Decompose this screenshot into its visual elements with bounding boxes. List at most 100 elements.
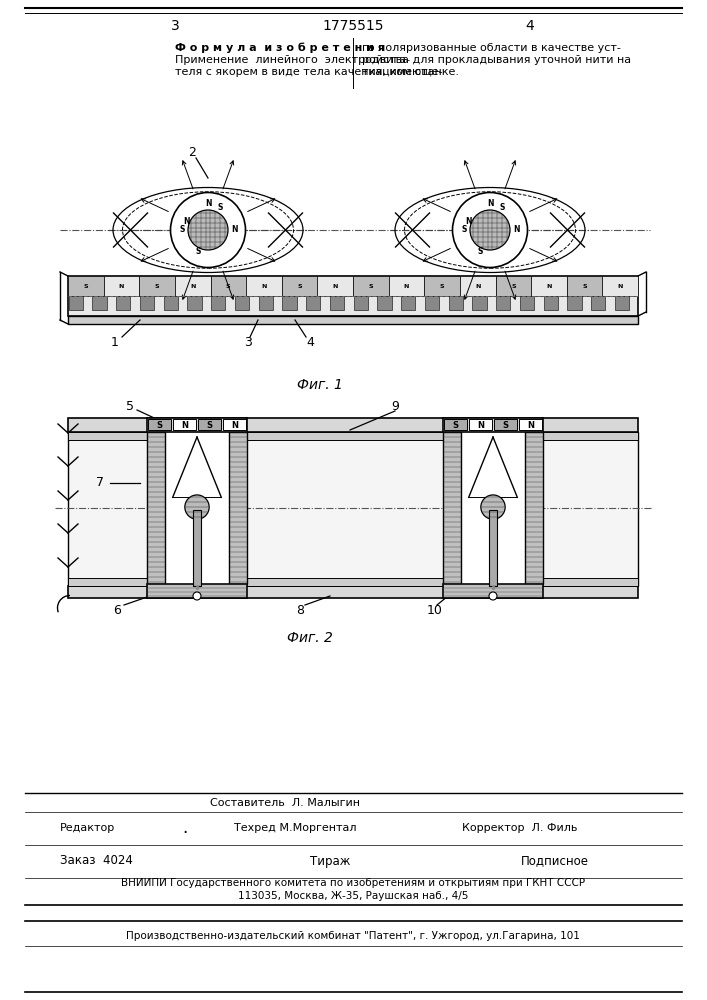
Bar xyxy=(68,432,638,586)
Bar xyxy=(461,432,525,584)
Text: 4: 4 xyxy=(525,19,534,33)
Circle shape xyxy=(185,495,209,519)
Bar xyxy=(282,276,317,296)
Text: N: N xyxy=(475,284,480,288)
Text: N: N xyxy=(205,200,211,209)
Bar xyxy=(147,432,165,584)
Bar xyxy=(378,296,392,310)
Text: 1: 1 xyxy=(111,336,119,349)
Text: ройства для прокладывания уточной нити на: ройства для прокладывания уточной нити н… xyxy=(362,55,631,65)
Bar xyxy=(519,419,542,430)
Bar xyxy=(494,419,517,430)
Bar xyxy=(187,296,201,310)
Bar xyxy=(246,276,282,296)
Bar xyxy=(235,296,249,310)
Text: N: N xyxy=(404,284,409,288)
Text: S: S xyxy=(195,247,201,256)
Bar xyxy=(211,276,246,296)
Text: N: N xyxy=(527,420,534,430)
Text: S: S xyxy=(206,420,213,430)
Text: Тираж: Тираж xyxy=(310,854,350,867)
Bar xyxy=(173,419,196,430)
Bar xyxy=(306,296,320,310)
Text: S: S xyxy=(226,284,230,288)
Text: Применение  линейного  электродвига-: Применение линейного электродвига- xyxy=(175,55,410,65)
Text: 8: 8 xyxy=(296,603,304,616)
Text: Составитель  Л. Малыгин: Составитель Л. Малыгин xyxy=(210,798,360,808)
Text: 3: 3 xyxy=(244,336,252,349)
Bar xyxy=(389,276,424,296)
Text: N: N xyxy=(513,226,519,234)
Bar xyxy=(424,276,460,296)
Text: Подписное: Подписное xyxy=(521,854,589,867)
Text: S: S xyxy=(583,284,587,288)
Circle shape xyxy=(470,210,510,250)
Bar xyxy=(104,276,139,296)
Text: S: S xyxy=(461,226,467,234)
Bar xyxy=(68,578,638,586)
Text: 4: 4 xyxy=(306,336,314,349)
Circle shape xyxy=(452,192,527,267)
Text: Фиг. 2: Фиг. 2 xyxy=(287,631,333,645)
Bar xyxy=(354,296,368,310)
Bar xyxy=(69,296,83,310)
Text: N: N xyxy=(617,284,623,288)
Text: N: N xyxy=(262,284,267,288)
Bar xyxy=(68,586,638,598)
Bar xyxy=(68,418,638,432)
Bar xyxy=(282,296,296,310)
Bar xyxy=(469,419,492,430)
Bar xyxy=(496,276,531,296)
Bar xyxy=(520,296,534,310)
Circle shape xyxy=(481,495,506,519)
Text: го поляризованные области в качестве уст-: го поляризованные области в качестве уст… xyxy=(362,43,621,53)
Text: S: S xyxy=(83,284,88,288)
Bar xyxy=(317,276,353,296)
Bar xyxy=(544,296,558,310)
Text: ткацком станке.: ткацком станке. xyxy=(362,67,459,77)
Bar xyxy=(259,296,273,310)
Bar xyxy=(460,276,496,296)
Bar xyxy=(147,418,247,432)
Bar xyxy=(443,584,543,598)
Text: N: N xyxy=(230,226,238,234)
Text: ВНИИПИ Государственного комитета по изобретениям и открытиям при ГКНТ СССР: ВНИИПИ Государственного комитета по изоб… xyxy=(121,878,585,888)
Bar xyxy=(68,432,638,440)
Text: 10: 10 xyxy=(427,603,443,616)
Text: 5: 5 xyxy=(126,399,134,412)
Bar xyxy=(525,432,543,584)
Bar xyxy=(211,296,226,310)
Text: Производственно-издательский комбинат "Патент", г. Ужгород, ул.Гагарина, 101: Производственно-издательский комбинат "П… xyxy=(126,931,580,941)
Bar xyxy=(92,296,107,310)
Bar xyxy=(193,510,201,586)
Text: Техред М.Моргентал: Техред М.Моргентал xyxy=(234,823,356,833)
Bar xyxy=(223,419,246,430)
Bar xyxy=(448,296,463,310)
Text: N: N xyxy=(231,420,238,430)
Text: S: S xyxy=(368,284,373,288)
Text: S: S xyxy=(500,204,506,213)
Text: N: N xyxy=(119,284,124,288)
Bar xyxy=(496,296,510,310)
Text: Корректор  Л. Филь: Корректор Л. Филь xyxy=(462,823,578,833)
Text: 2: 2 xyxy=(188,145,196,158)
Bar xyxy=(329,296,344,310)
Circle shape xyxy=(170,192,245,267)
Bar xyxy=(68,276,638,316)
Text: N: N xyxy=(332,284,338,288)
Bar xyxy=(444,419,467,430)
Text: N: N xyxy=(547,284,551,288)
Text: S: S xyxy=(155,284,159,288)
Bar xyxy=(116,296,130,310)
Text: 1775515: 1775515 xyxy=(322,19,384,33)
Circle shape xyxy=(188,210,228,250)
Bar xyxy=(591,296,605,310)
Bar xyxy=(229,432,247,584)
Text: S: S xyxy=(218,204,223,213)
Text: Фиг. 1: Фиг. 1 xyxy=(297,378,343,392)
Bar xyxy=(425,296,439,310)
Bar xyxy=(147,584,247,598)
Bar xyxy=(163,296,177,310)
Text: Заказ  4024: Заказ 4024 xyxy=(60,854,133,867)
Bar xyxy=(139,276,175,296)
